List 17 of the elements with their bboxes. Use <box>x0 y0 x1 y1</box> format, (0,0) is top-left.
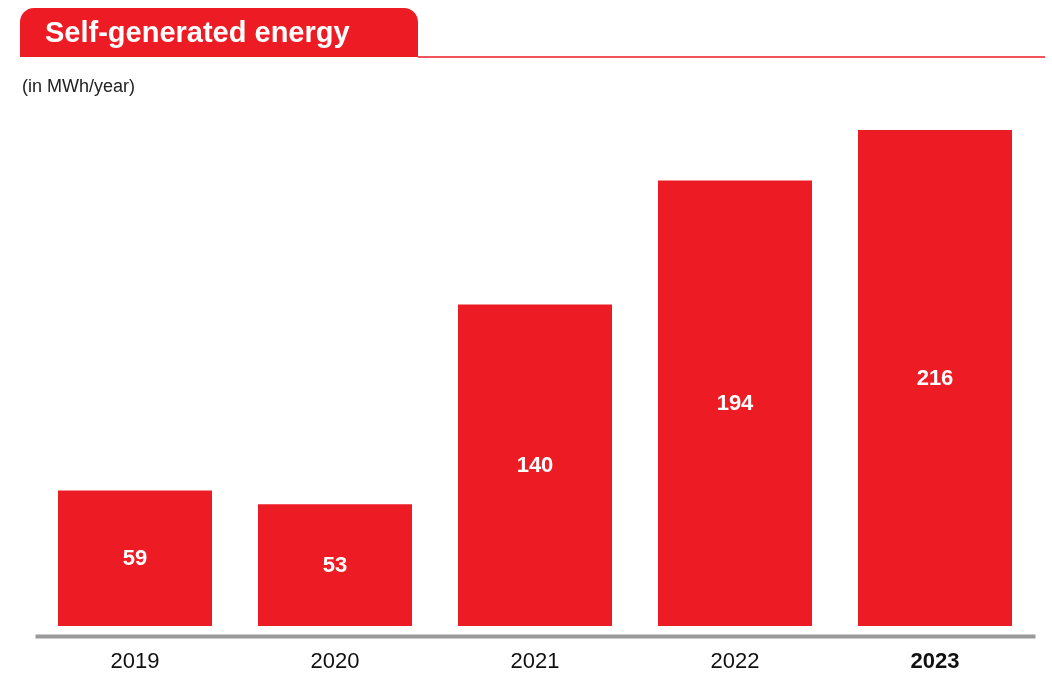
bar <box>858 130 1012 626</box>
data-label: 53 <box>322 552 348 578</box>
bar <box>258 504 412 626</box>
data-label: 59 <box>122 545 148 571</box>
bar <box>658 180 812 626</box>
x-tick-label: 2020 <box>310 647 360 673</box>
x-tick-label: 2022 <box>710 647 760 673</box>
x-tick-label: 2019 <box>110 647 160 673</box>
data-label: 140 <box>516 452 554 478</box>
data-label: 216 <box>916 365 954 390</box>
data-label: 194 <box>716 390 755 416</box>
x-tick-label: 2021 <box>510 647 560 673</box>
x-tick-label: 2023 <box>910 647 960 673</box>
chart-title: Self-generated energy <box>45 16 350 48</box>
chart-subtitle: (in MWh/year) <box>22 76 136 96</box>
bar <box>58 490 212 626</box>
bar <box>458 304 612 626</box>
